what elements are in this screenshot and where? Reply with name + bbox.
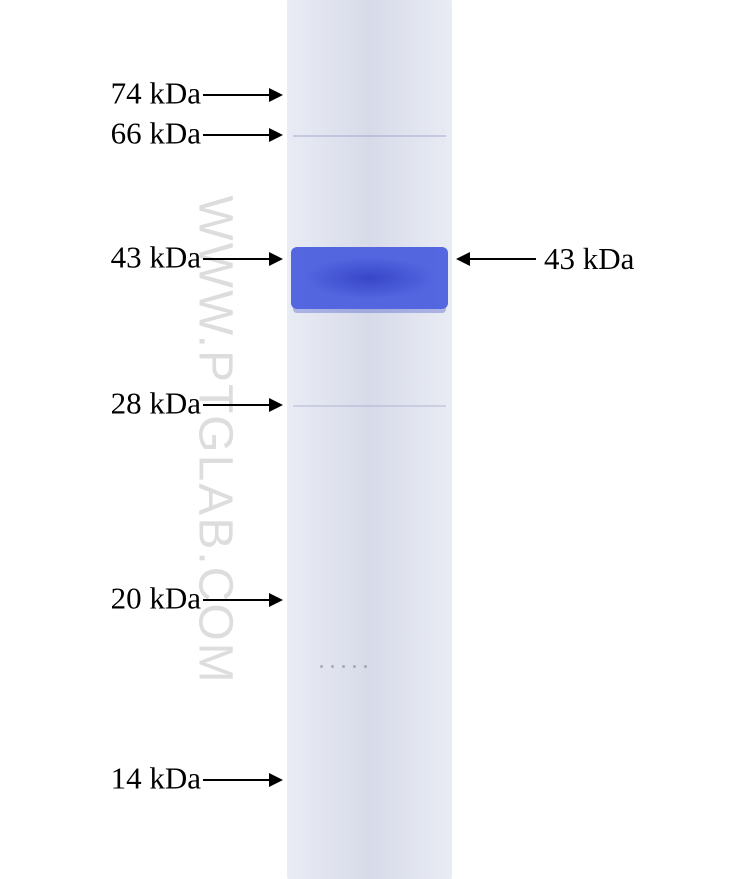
arrow-line (203, 134, 269, 136)
faint-band (293, 135, 446, 137)
gel-figure: WWW.PTGLAB.COM 74 kDa66 kDa43 kDa28 kDa2… (0, 0, 740, 879)
arrow-head-icon (269, 773, 283, 787)
mw-marker-label: 74 kDa (0, 76, 201, 112)
arrow-line (203, 258, 269, 260)
arrow-line (203, 404, 269, 406)
gel-lane (287, 0, 452, 879)
mw-marker-label: 14 kDa (0, 761, 201, 797)
mw-marker-label: 28 kDa (0, 386, 201, 422)
arrow-head-icon (269, 252, 283, 266)
arrow-head-icon (456, 252, 470, 266)
arrow-line (203, 779, 269, 781)
speck-dots (320, 665, 367, 668)
arrow-head-icon (269, 398, 283, 412)
mw-marker-label: 43 kDa (0, 240, 201, 276)
arrow-head-icon (269, 128, 283, 142)
mw-marker-label: 20 kDa (0, 581, 201, 617)
arrow-line (470, 258, 536, 260)
protein-band (291, 247, 448, 309)
mw-marker-label: 66 kDa (0, 116, 201, 152)
arrow-head-icon (269, 593, 283, 607)
faint-band (293, 405, 446, 407)
arrow-line (203, 94, 269, 96)
arrow-line (203, 599, 269, 601)
arrow-head-icon (269, 88, 283, 102)
band-size-label: 43 kDa (544, 241, 634, 277)
